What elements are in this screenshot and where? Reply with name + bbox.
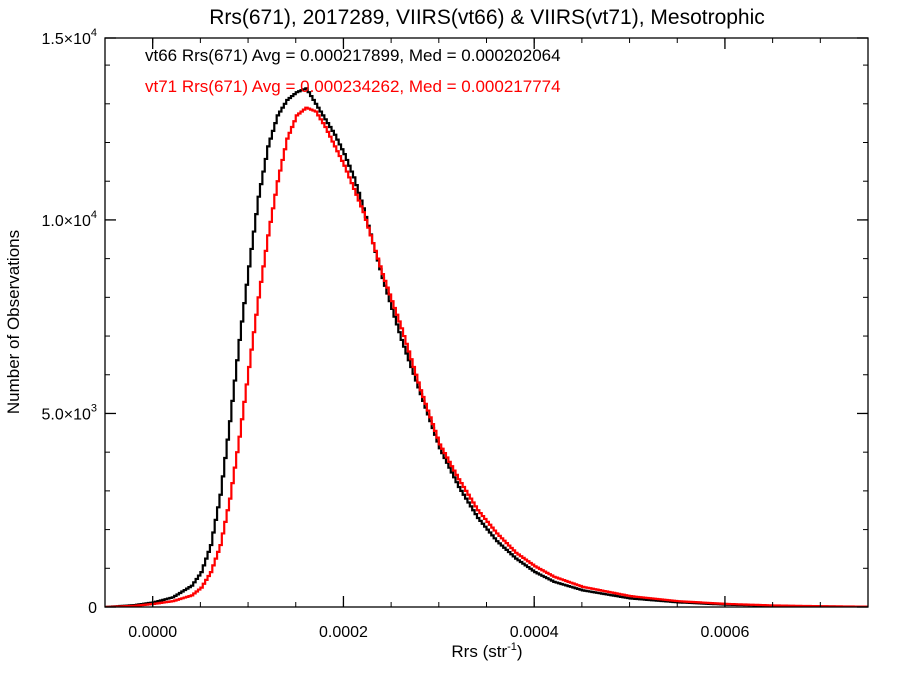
y-axis-label: Number of Observations (4, 230, 23, 414)
series-line-vt71 (105, 106, 868, 607)
x-tick-label: 0.0006 (700, 624, 749, 641)
legend-entry-vt71: vt71 Rrs(671) Avg = 0.000234262, Med = 0… (145, 77, 561, 96)
y-tick-label: 1.0×104 (41, 209, 97, 230)
x-tick-label: 0.0004 (510, 624, 559, 641)
x-tick-label: 0.0002 (319, 624, 368, 641)
series-line-vt66 (105, 87, 868, 607)
y-tick-label: 1.5×104 (41, 27, 97, 48)
legend-entry-vt66: vt66 Rrs(671) Avg = 0.000217899, Med = 0… (145, 46, 561, 65)
x-axis-label: Rrs (str-1) (451, 641, 522, 661)
x-tick-label: 0.0000 (128, 624, 177, 641)
y-tick-label: 5.0×103 (41, 402, 97, 423)
chart-title: Rrs(671), 2017289, VIIRS(vt66) & VIIRS(v… (209, 6, 765, 29)
y-tick-label: 0 (88, 600, 97, 617)
